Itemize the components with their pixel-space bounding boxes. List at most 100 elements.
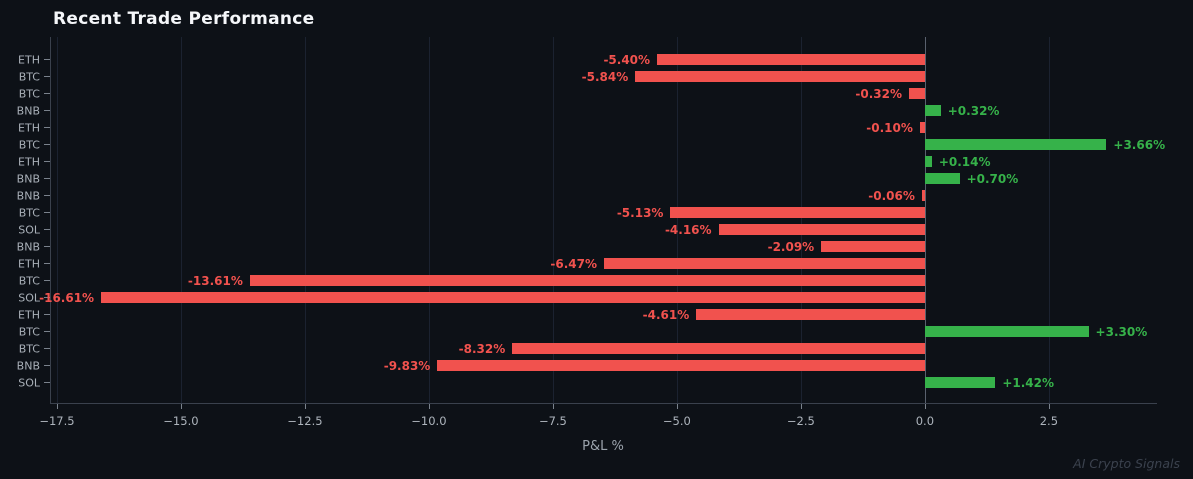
y-tick-mark [44, 144, 50, 145]
negative-bar [657, 54, 925, 65]
negative-bar [249, 275, 925, 286]
bar-value-label: +3.66% [1113, 137, 1166, 152]
bar-value-label: -2.09% [767, 239, 815, 254]
y-tick-mark [44, 110, 50, 111]
zero-line [924, 37, 926, 403]
y-tick-mark [44, 263, 50, 264]
grid-line [56, 37, 58, 403]
bar-value-label: -6.47% [550, 256, 597, 271]
bar-value-label: +1.42% [1002, 375, 1054, 390]
positive-bar [924, 139, 1107, 150]
positive-bar [924, 156, 932, 167]
negative-bar [909, 88, 925, 99]
y-axis-category-label: BTC [18, 325, 40, 338]
x-tick-mark [428, 403, 430, 409]
y-axis-category-label: SOL [18, 223, 40, 236]
x-tick-mark [1048, 403, 1050, 409]
y-tick-mark [44, 127, 50, 128]
grid-line [1048, 37, 1050, 403]
negative-bar [670, 207, 925, 218]
y-tick-mark [44, 314, 50, 315]
negative-bar [821, 241, 925, 252]
bar-value-label: +0.14% [938, 154, 991, 169]
y-tick-mark [44, 195, 50, 196]
x-axis-label: P&L % [582, 439, 624, 454]
y-tick-mark [44, 348, 50, 349]
y-tick-mark [44, 178, 50, 179]
y-axis-category-label: BNB [16, 104, 40, 117]
left-spine [50, 37, 51, 403]
y-tick-mark [44, 331, 50, 332]
y-axis-category-label: ETH [18, 53, 40, 66]
positive-bar [924, 326, 1089, 337]
x-tick-label: 0.0 [915, 414, 935, 428]
bar-value-label: +0.70% [966, 171, 1019, 186]
positive-bar [924, 105, 941, 116]
y-axis-category-label: BNB [16, 172, 40, 185]
x-tick-mark [304, 403, 306, 409]
bar-value-label: -5.84% [581, 69, 629, 84]
negative-bar [919, 122, 925, 133]
bar-value-label: -4.61% [642, 307, 690, 322]
x-tick-mark [552, 403, 554, 409]
x-tick-label: −12.5 [287, 414, 323, 428]
x-tick-label: 2.5 [1039, 414, 1059, 428]
negative-bar [635, 71, 925, 82]
bar-value-label: -9.83% [383, 358, 431, 373]
grid-line [676, 37, 678, 403]
grid-line [180, 37, 182, 403]
bar-value-label: -13.61% [187, 273, 243, 288]
bar-value-label: -0.10% [866, 120, 913, 135]
y-tick-mark [44, 76, 50, 77]
bar-value-label: -16.61% [39, 290, 95, 305]
y-tick-mark [44, 365, 50, 366]
y-axis-category-label: BTC [18, 342, 40, 355]
y-tick-mark [44, 229, 50, 230]
bar-value-label: -0.06% [868, 188, 915, 203]
x-tick-label: −10.0 [411, 414, 447, 428]
y-tick-mark [44, 246, 50, 247]
chart-title: Recent Trade Performance [53, 9, 315, 29]
positive-bar [924, 377, 996, 388]
y-axis-category-label: BNB [16, 359, 40, 372]
y-axis-category-label: BTC [18, 70, 40, 83]
y-axis-category-label: SOL [18, 376, 40, 389]
x-tick-mark [56, 403, 58, 409]
x-tick-label: −2.5 [786, 414, 815, 428]
negative-bar [101, 292, 925, 303]
y-axis-category-label: ETH [18, 308, 40, 321]
y-tick-mark [44, 382, 50, 383]
negative-bar [718, 224, 925, 235]
x-tick-mark [924, 403, 926, 409]
bottom-spine [50, 403, 1157, 404]
y-axis-category-label: ETH [18, 257, 40, 270]
bar-value-label: +3.30% [1095, 324, 1148, 339]
bar-value-label: -5.13% [616, 205, 664, 220]
watermark: AI Crypto Signals [1073, 456, 1180, 471]
negative-bar [437, 360, 925, 371]
negative-bar [696, 309, 925, 320]
grid-line [304, 37, 306, 403]
grid-line [552, 37, 554, 403]
y-axis-category-label: ETH [18, 121, 40, 134]
y-axis-category-label: BTC [18, 274, 40, 287]
bar-value-label: -8.32% [458, 341, 506, 356]
y-axis-category-label: ETH [18, 155, 40, 168]
y-axis-category-label: BTC [18, 206, 40, 219]
x-tick-label: −17.5 [39, 414, 75, 428]
y-tick-mark [44, 297, 50, 298]
y-tick-mark [44, 161, 50, 162]
x-tick-label: −5.0 [662, 414, 691, 428]
y-tick-mark [44, 212, 50, 213]
negative-bar [512, 343, 925, 354]
grid-line [428, 37, 430, 403]
y-tick-mark [44, 59, 50, 60]
x-tick-label: −7.5 [538, 414, 567, 428]
negative-bar [603, 258, 925, 269]
bar-value-label: -5.40% [603, 52, 651, 67]
y-axis-category-label: SOL [18, 291, 40, 304]
grid-line [800, 37, 802, 403]
positive-bar [924, 173, 960, 184]
x-tick-mark [180, 403, 182, 409]
